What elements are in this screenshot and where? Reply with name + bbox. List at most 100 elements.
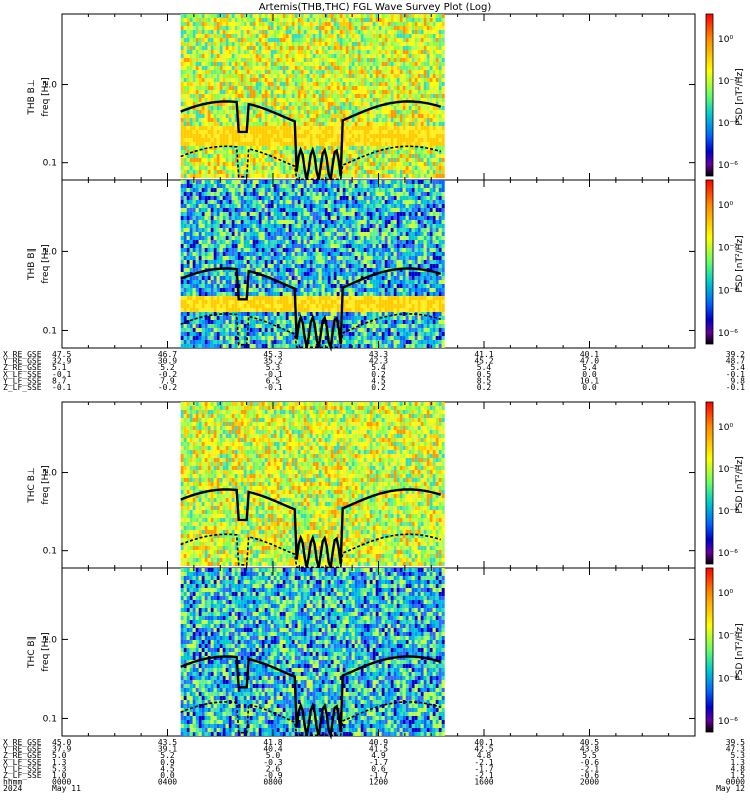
ephem-value: -1.7 (474, 764, 493, 773)
colorbar-label: PSD [nT²/Hz] (735, 68, 745, 125)
ephem-value: 40.4 (263, 745, 282, 754)
ephem-value: 39.1 (158, 745, 177, 754)
ephem-value: 42.3 (369, 357, 388, 366)
ephem-row-label: X_RE_GSE (3, 350, 42, 359)
ephem-value: -0.2 (158, 370, 177, 379)
ephem-value: 7.9 (160, 376, 175, 385)
ephem-value: 5.4 (582, 363, 597, 372)
ephem-value: 5.0 (266, 751, 281, 760)
ephem-row-label: Y_RE_GSE (3, 357, 42, 366)
ephem-value: 8.5 (477, 376, 492, 385)
panel-1-ylabel-top: THB B∥ (27, 248, 37, 281)
ephem-value: 5.4 (371, 363, 386, 372)
ephem-value: 6.5 (266, 376, 281, 385)
colorbars: 10⁰ 10⁻² 10⁻⁴ 10⁻⁶ PSD [nT²/Hz] 10⁰ 10⁻² 10⁻⁴ 10… (705, 13, 745, 733)
ephem-value: 4.5 (160, 764, 175, 773)
ephem-value: -2.1 (580, 764, 599, 773)
panel-2-ylabel-bottom: freq [Hz] (41, 465, 51, 504)
ephem-value: -0.3 (263, 758, 282, 767)
time-row-label: hhmm (3, 778, 22, 787)
time-value: 2000 (580, 778, 599, 787)
ephem-value: 9.8 (731, 376, 746, 385)
ephem-value: 8.7 (52, 376, 67, 385)
time-value: 1200 (369, 778, 388, 787)
ephem-value: 47.5 (52, 350, 71, 359)
ephem-value: -1.7 (369, 771, 388, 780)
ephem-value: 45.3 (263, 350, 282, 359)
panel-3-ylabel-top: THC B∥ (27, 636, 37, 669)
ephem-value: -0.6 (580, 771, 599, 780)
time-value: 0000 (52, 778, 71, 787)
ephem-value: 5.1 (52, 363, 67, 372)
ephem-value: 0.0 (582, 383, 597, 392)
ephem-row-label: X_LF_SSE (3, 370, 42, 379)
ephem-value: 41.8 (263, 738, 282, 747)
colorbar-tick-label: 10⁰ (718, 201, 733, 211)
date-value: May 12 (716, 784, 745, 793)
ephem-row-label: Z_LF_SSE (3, 771, 42, 780)
ephem-value: 0.2 (477, 383, 492, 392)
ephem-value: 4.8 (731, 764, 746, 773)
ephemeris-thc: X_RE_GSE 45.0 43.5 41.8 40.9 40.1 40.5 39.5 Y_RE… (3, 738, 745, 793)
ephem-value: 2.6 (266, 764, 281, 773)
colorbar (705, 401, 714, 565)
ephem-value: 45.2 (474, 357, 493, 366)
ephem-value: 39.5 (726, 738, 745, 747)
ephem-row-label: Z_LF_SSE (3, 383, 42, 392)
date-value: May 11 (52, 784, 81, 793)
ephem-value: 39.2 (726, 350, 745, 359)
ephem-value: 0.0 (160, 771, 175, 780)
ephem-value: 4.9 (371, 751, 386, 760)
colorbar-tick-label: 10⁻⁴ (718, 507, 738, 517)
fc-line-upper (180, 488, 442, 572)
colorbar-tick-label: 10⁻² (718, 244, 738, 254)
colorbar-label: PSD [nT²/Hz] (735, 235, 745, 292)
spectrogram (180, 180, 445, 348)
ephem-value: 0.5 (477, 370, 492, 379)
time-value: 0400 (158, 778, 177, 787)
ephem-value: 47.3 (726, 745, 745, 754)
ephem-value: 1.0 (52, 771, 67, 780)
colorbar (705, 179, 714, 345)
ephem-value: 4.8 (477, 751, 492, 760)
fc-line-lower (180, 313, 441, 349)
colorbar-tick-label: 10⁻⁶ (718, 549, 738, 559)
panel-2-ylabel-top: THC B⊥ (27, 467, 37, 504)
colorbar-tick-label: 10⁻² (718, 465, 738, 475)
ephem-value: 43.5 (158, 738, 177, 747)
figure-title: Artemis(THB,THC) FGL Wave Survey Plot (L… (259, 2, 492, 13)
panel-3-ylabel-bottom: freq [Hz] (41, 632, 51, 671)
ephem-row-label: X_LF_SSE (3, 758, 42, 767)
ephem-value: -2.1 (474, 771, 493, 780)
ephem-value: -2.1 (474, 758, 493, 767)
fc-line-upper (180, 267, 442, 352)
ephem-value: -0.1 (263, 370, 282, 379)
ephem-value: -0.9 (263, 771, 282, 780)
panel-1-ylabel-bottom: freq [Hz] (41, 244, 51, 283)
ephem-value: 40.1 (580, 350, 599, 359)
colorbar-tick-label: 10⁻⁴ (718, 119, 738, 129)
ephem-value: 5.3 (731, 751, 746, 760)
ytick-label: 0.1 (43, 547, 57, 557)
ephem-value: 40.9 (369, 738, 388, 747)
spectrogram (180, 568, 445, 736)
ephem-row-label: Y_LF_SSE (3, 764, 42, 773)
ytick-label: 0.1 (43, 326, 57, 336)
colorbar-label: PSD [nT²/Hz] (735, 456, 745, 513)
ephem-value: 45.0 (52, 738, 71, 747)
ephem-value: -0.1 (726, 383, 745, 392)
colorbar-tick-label: 10⁻⁶ (718, 161, 738, 171)
colorbar-tick-label: 10⁻⁶ (718, 717, 738, 727)
time-value: 1600 (474, 778, 493, 787)
ephem-value: 5.2 (160, 751, 175, 760)
time-value: 0800 (263, 778, 282, 787)
ytick-label: 1.0 (43, 469, 58, 479)
colorbar (705, 567, 714, 733)
ephem-value: 46.7 (158, 350, 177, 359)
fc-line-upper (180, 655, 442, 740)
ephem-value: 40.5 (580, 738, 599, 747)
spectrogram (180, 14, 445, 178)
ephem-value: -0.1 (52, 383, 71, 392)
date-row-label: 2024 (3, 784, 22, 793)
colorbar-label: PSD [nT²/Hz] (735, 623, 745, 680)
